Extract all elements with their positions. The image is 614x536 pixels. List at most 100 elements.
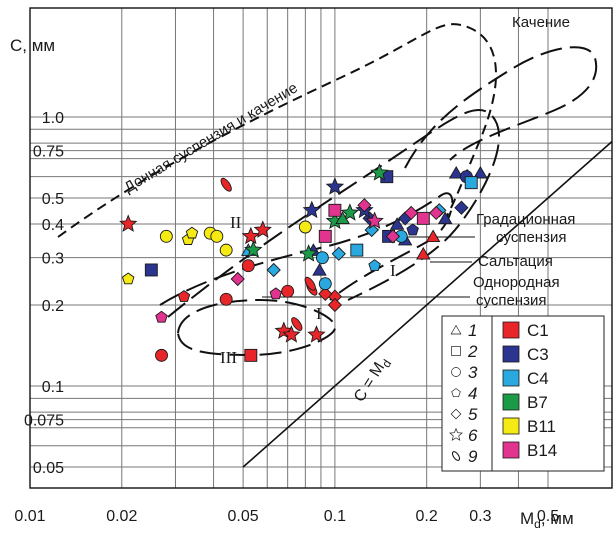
region-label-ii: II [230,213,242,232]
data-point-c1-star [307,325,326,343]
x-axis-label: Md, мм [520,509,574,531]
data-point-b7-star [340,203,360,221]
y-axis-label: C, мм [10,36,55,55]
legend-shape-ellipse [451,451,461,461]
legend-shape-label: 3 [468,363,478,382]
data-point-c3-triangle [473,166,488,179]
bottom-suspension-boundary [57,23,497,238]
annotation-uniform-2: суспензия [476,292,546,309]
data-point-b11-circle [298,220,312,234]
region-label-iii: III [220,348,237,367]
data-point-c3-pentagon [406,223,419,236]
data-point-c1-star [282,325,301,343]
data-point-c1-star [119,214,138,232]
data-point-c4-diamond [266,262,281,278]
legend-shape-star [449,427,463,441]
data-point-c1-triangle [425,229,441,243]
data-point-c4-square [464,176,478,190]
legend-shapes: 1 2 3 4 5 6 9 [449,321,478,466]
data-point-c3-triangle [437,211,453,225]
data-point-b14-diamond [357,198,372,213]
data-point-b11-pentagon [185,226,199,239]
annotation-saltation: Сальтация [478,253,553,270]
data-point-c1-diamond [327,297,343,313]
data-point-c1-ellipse [304,276,316,291]
data-point-c1-circle [219,292,233,306]
data-point-c1-triangle [416,246,431,260]
data-point-c3-star [302,200,322,219]
data-point-b14-pentagon [269,287,283,300]
data-point-c4-diamond [364,222,379,238]
rolling-boundary [404,46,598,169]
legend-shape-label: 1 [468,321,477,340]
data-point-c4-square [350,243,364,257]
legend-shape-diamond [450,408,462,420]
legend-series-label: C3 [527,345,549,364]
plot-frame [29,7,613,489]
data-point-c3-diamond [454,200,469,215]
region-label-i-lower: I [316,304,322,323]
data-point-c1-star [241,226,261,245]
data-point-c4-diamond [331,246,346,261]
legend-shape-label: 2 [467,342,478,361]
annotation-bottom-suspension: Донная суспензия и качение [121,79,300,196]
data-point-b11-circle [219,243,233,257]
data-point-b7-triangle [335,211,350,225]
data-point-c4-circle [315,251,329,265]
data-point-b14-square [328,203,342,217]
data-point-b11-circle [210,229,224,243]
legend-color-swatch [502,441,520,459]
x-tick-label: 0.5 [537,508,559,525]
data-point-c1-pentagon [177,290,191,302]
legend: 1 2 3 4 5 6 9 C1 C3 C4 B7 B11 B14 [441,315,605,472]
data-point-b14-square [318,229,332,243]
data-point-c1-square [244,348,258,362]
legend-series-label: B11 [527,417,556,436]
y-tick-label: 0.2 [42,298,64,315]
annotation-graded-1: Градационная [476,211,575,228]
y-tick-label: 0.75 [33,144,64,161]
legend-shape-triangle [450,324,462,335]
data-point-c3-square [144,263,158,277]
annotation-rolling: Качение [512,14,570,31]
legend-color-swatch [502,369,520,387]
legend-shape-label: 6 [468,426,478,445]
data-point-c1-star [253,220,272,238]
data-point-c3-triangle [389,217,405,230]
data-point-c1-ellipse [291,317,303,331]
legend-shape-circle [451,367,461,377]
legend-colors: C1 C3 C4 B7 B11 B14 [502,321,557,460]
region-label-i: I [390,261,396,280]
x-tick-label: 0.3 [469,508,491,525]
legend-series-label: B7 [527,393,548,412]
legend-series-label: C4 [527,369,549,388]
legend-color-swatch [502,393,520,411]
legend-shape-label: 5 [468,405,478,424]
data-point-b11-pentagon [121,272,135,285]
x-tick-label: 0.2 [416,508,438,525]
data-point-c4-pentagon [368,259,381,272]
data-point-b14-diamond [230,271,245,287]
annotation-uniform-1: Однородная [473,274,560,291]
x-tick-label: 0.01 [14,508,45,525]
data-point-b14-star [365,211,384,229]
y-tick-label: 1.0 [42,110,64,127]
x-tick-label: 0.05 [228,508,259,525]
data-point-c1-circle [155,348,168,362]
data-point-b11-circle [159,229,173,243]
y-tick-label: 0.05 [33,460,64,477]
data-point-b14-diamond [385,229,401,244]
y-tick-label: 0.4 [42,217,64,234]
data-point-c1-ellipse [220,177,232,192]
data-point-c3-triangle [448,166,464,179]
legend-color-swatch [502,345,520,363]
legend-shape-square [451,346,461,356]
legend-series-label: C1 [527,321,549,340]
data-point-c1-circle [281,284,295,298]
data-point-c3-triangle [312,263,327,276]
data-point-b7-star [244,240,263,258]
data-point-b14-diamond [429,205,444,221]
x-tick-label: 0.1 [324,508,346,525]
